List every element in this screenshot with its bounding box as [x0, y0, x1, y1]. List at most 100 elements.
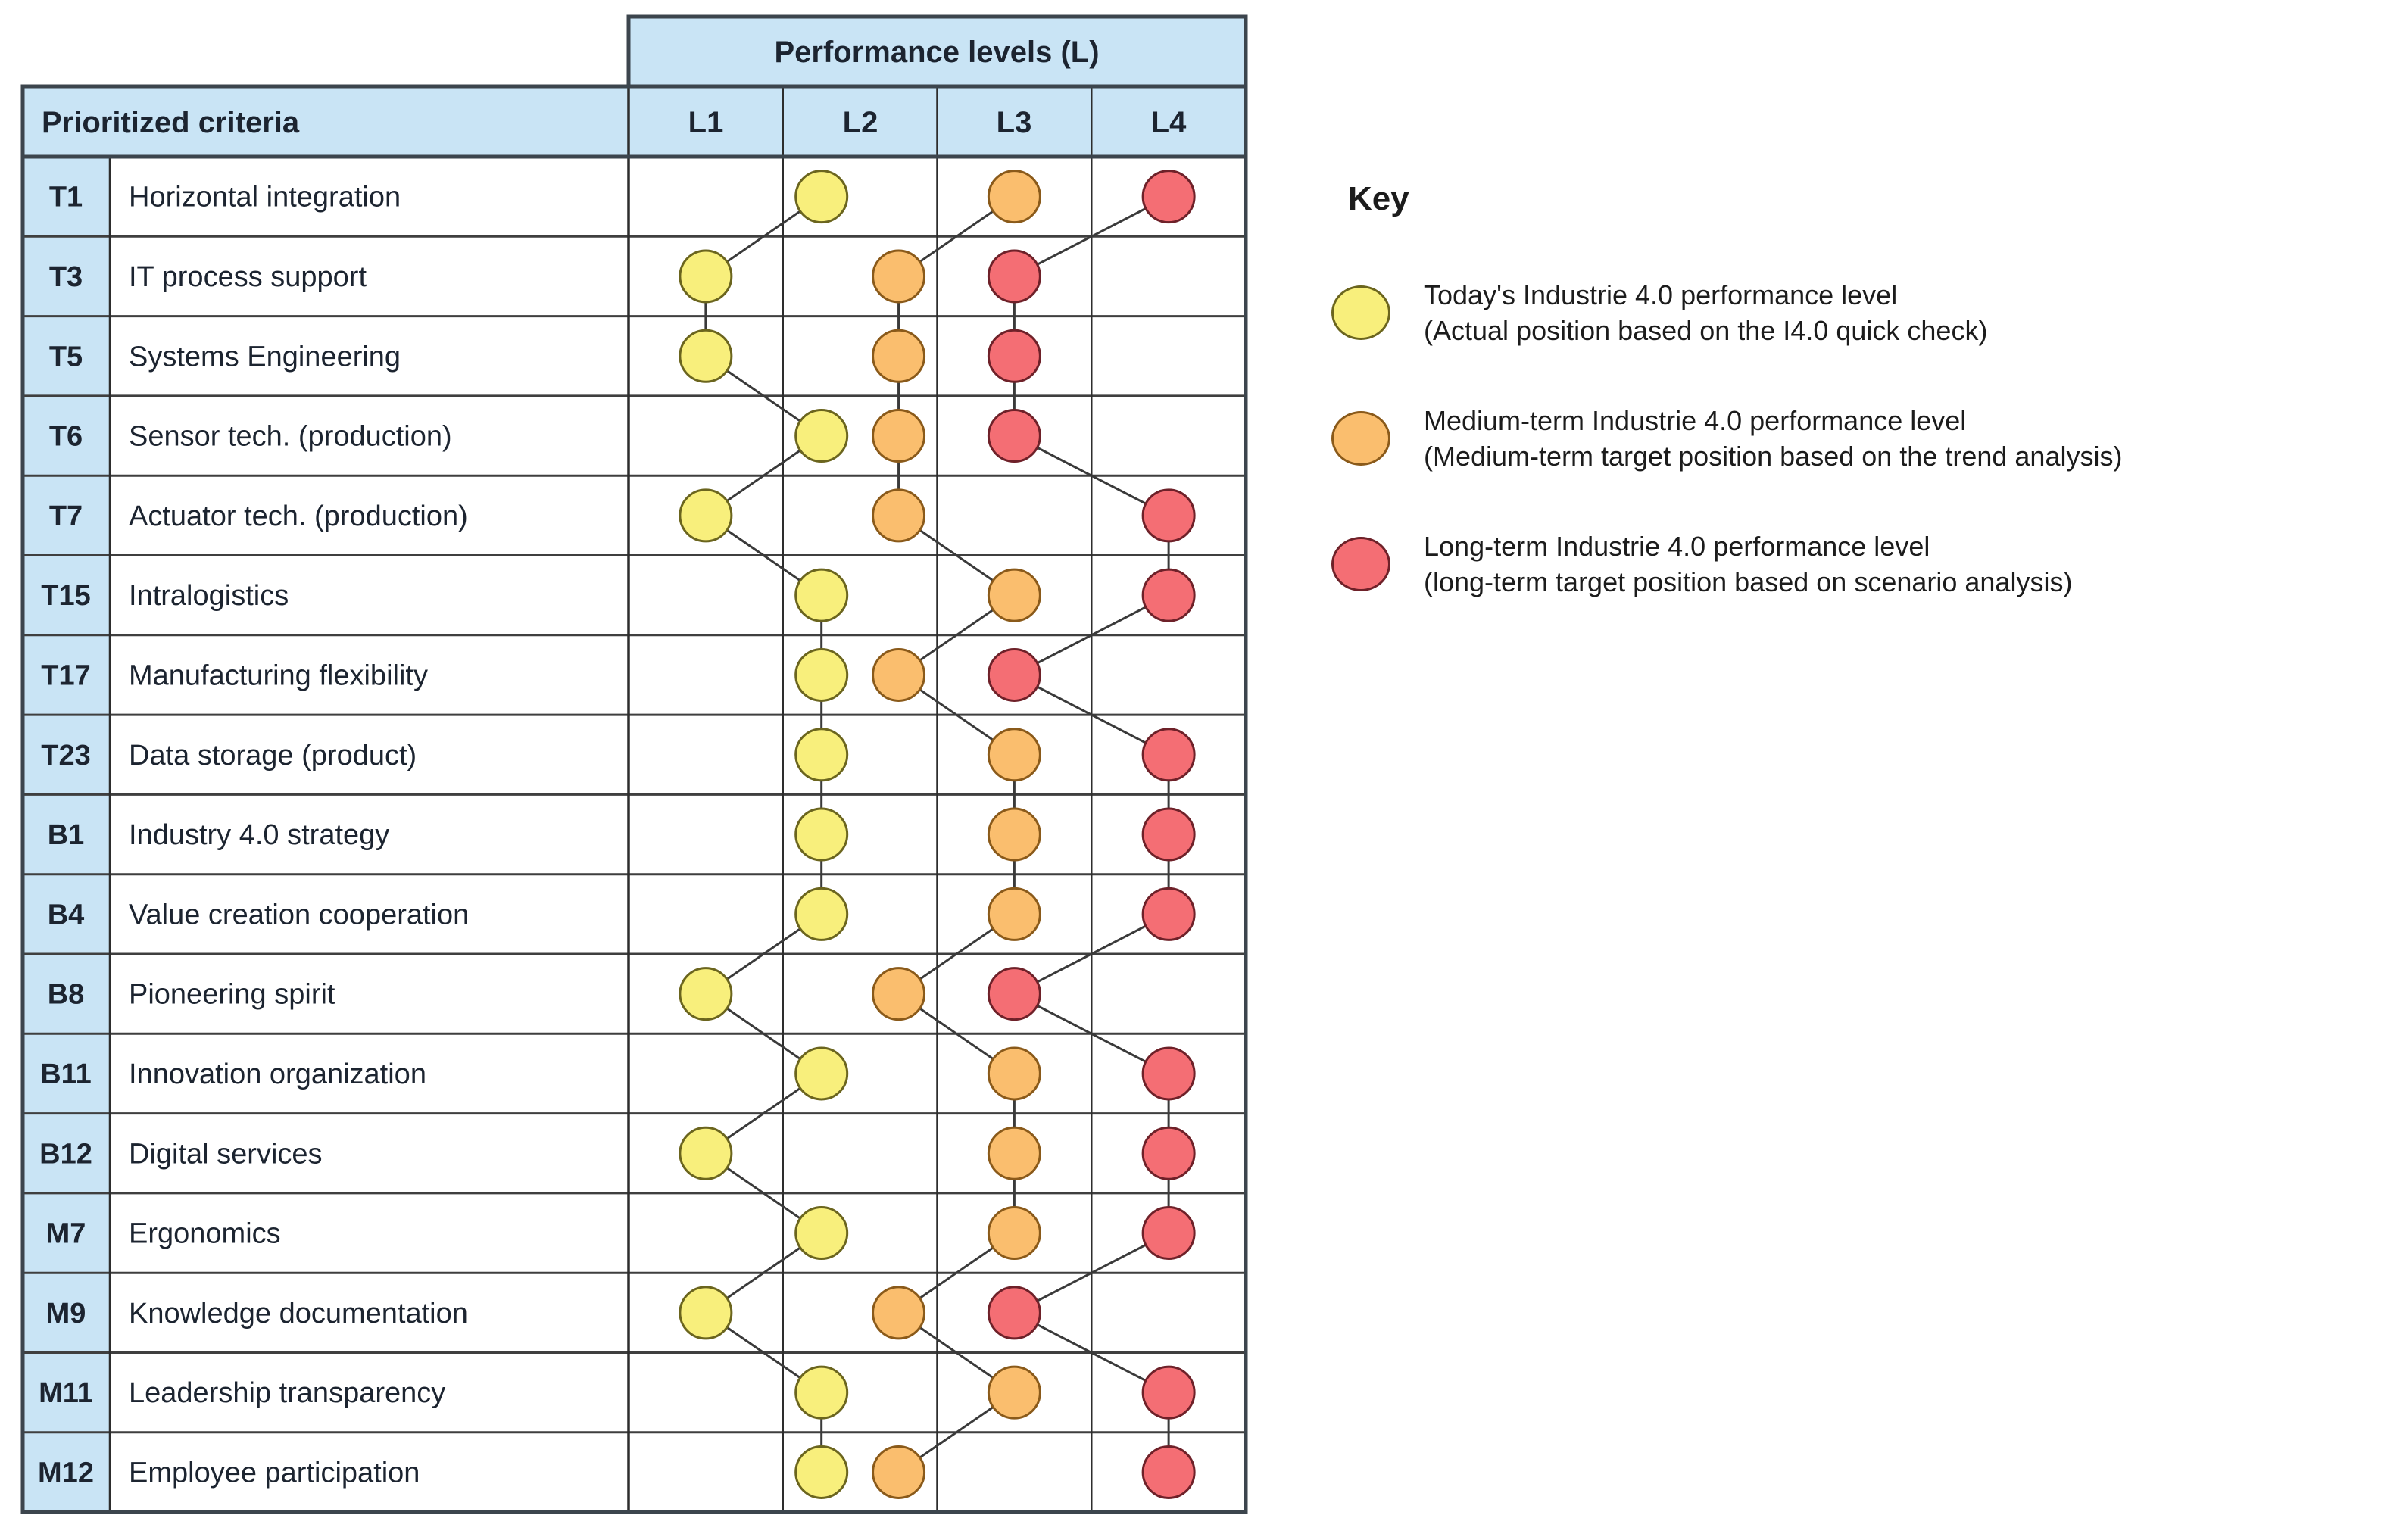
row-code: T1	[49, 182, 83, 214]
medium-term-dot	[872, 249, 926, 304]
row-labels: T1 Horizontal integration T3 IT process sup…	[38, 182, 469, 1489]
key-entry-text: Long-term Industrie 4.0 performance leve…	[1424, 528, 2072, 600]
key-entry-today: Today's Industrie 4.0 performance level …	[1331, 277, 2401, 348]
row-code: M12	[38, 1457, 94, 1489]
long-term-dot	[1141, 1126, 1196, 1180]
grid-lines	[23, 17, 1246, 1512]
performance-header-box	[629, 17, 1246, 86]
row-label: Manufacturing flexibility	[129, 659, 428, 691]
row-label: Intralogistics	[129, 580, 289, 612]
medium-term-dot	[987, 887, 1041, 941]
row-code: M7	[46, 1218, 86, 1250]
row-label: Employee participation	[129, 1457, 420, 1489]
today-dot	[794, 170, 849, 224]
medium-term-dot	[872, 967, 926, 1021]
medium-term-dot	[987, 728, 1041, 782]
long-term-dot	[1141, 728, 1196, 782]
today-dot	[794, 1046, 849, 1101]
today-dot	[679, 967, 733, 1021]
row-code: M9	[46, 1298, 86, 1330]
today-dot	[794, 887, 849, 941]
long-term-dot	[1141, 488, 1196, 543]
connector-line	[1013, 195, 1169, 278]
row-label: Systems Engineering	[129, 341, 401, 373]
row-label: Horizontal integration	[129, 182, 401, 214]
row-label: Value creation cooperation	[129, 899, 469, 931]
long-term-dot	[1141, 170, 1196, 224]
long-term-dot	[1141, 1445, 1196, 1499]
row-label: Industry 4.0 strategy	[129, 819, 389, 851]
key-entry-line1: Long-term Industrie 4.0 performance leve…	[1424, 531, 1930, 562]
row-code: B1	[48, 819, 85, 851]
long-term-dot	[1141, 887, 1196, 941]
key-entry-line2: (Actual position based on the I4.0 quick…	[1424, 315, 1988, 346]
medium-term-level-icon	[1331, 411, 1390, 466]
long-term-dot	[987, 409, 1041, 463]
medium-term-dot	[872, 329, 926, 383]
row-code: B11	[40, 1058, 92, 1090]
table-outer-frame	[20, 84, 1248, 1514]
today-dot	[679, 1126, 733, 1180]
long-term-dot	[1141, 807, 1196, 862]
today-dot	[794, 409, 849, 463]
today-dot	[679, 488, 733, 543]
key-entry-text: Today's Industrie 4.0 performance level …	[1424, 277, 1987, 348]
today-dot	[794, 1365, 849, 1420]
connector-line	[1013, 993, 1169, 1075]
medium-term-dot	[987, 1206, 1041, 1261]
key-entry-line2: (Medium-term target position based on th…	[1424, 441, 2123, 472]
key-entry-line2: (long-term target position based on scen…	[1424, 566, 2073, 597]
performance-dots	[679, 170, 1196, 1499]
level-header-l2: L2	[843, 106, 878, 139]
connector-line	[1013, 1311, 1169, 1394]
key-entry-line1: Medium-term Industrie 4.0 performance le…	[1424, 405, 1967, 436]
row-code: B8	[48, 979, 85, 1011]
connector-line	[1013, 913, 1169, 995]
row-code: T17	[41, 659, 90, 691]
long-term-dot	[1141, 568, 1196, 622]
today-dot	[679, 249, 733, 304]
key-entry-medium-term: Medium-term Industrie 4.0 performance le…	[1331, 403, 2401, 474]
today-level-icon	[1331, 285, 1390, 340]
medium-term-dot	[987, 568, 1041, 622]
key-entry-line1: Today's Industrie 4.0 performance level	[1424, 279, 1898, 310]
long-term-dot	[1141, 1046, 1196, 1101]
medium-term-dot	[872, 1445, 926, 1499]
today-dot	[794, 1206, 849, 1261]
medium-term-dot	[987, 807, 1041, 862]
connector-line	[1013, 674, 1169, 756]
row-code: T15	[41, 580, 90, 612]
key-entry-text: Medium-term Industrie 4.0 performance le…	[1424, 403, 2122, 474]
performance-header-label: Performance levels (L)	[774, 36, 1099, 69]
today-dot	[794, 807, 849, 862]
long-term-dot	[1141, 1365, 1196, 1420]
today-dot	[794, 647, 849, 702]
medium-term-dot	[872, 647, 926, 702]
row-code: B4	[48, 899, 85, 931]
long-term-dot	[987, 249, 1041, 304]
today-dot	[679, 1286, 733, 1340]
connector-line	[1013, 1232, 1169, 1314]
long-term-level-icon	[1331, 537, 1390, 591]
today-dot	[794, 568, 849, 622]
row-code: B12	[39, 1138, 92, 1170]
row-code: T5	[49, 341, 83, 373]
medium-term-dot	[987, 170, 1041, 224]
today-dot	[794, 728, 849, 782]
key-title: Key	[1348, 180, 1409, 217]
row-label: Actuator tech. (production)	[129, 500, 468, 532]
long-term-dot	[987, 329, 1041, 383]
row-label: Leadership transparency	[129, 1377, 445, 1409]
row-code: T23	[41, 740, 90, 772]
medium-term-dot	[987, 1046, 1041, 1101]
level-header-l1: L1	[688, 106, 724, 139]
long-term-dot	[987, 647, 1041, 702]
long-term-dot	[987, 967, 1041, 1021]
level-header-l3: L3	[997, 106, 1032, 139]
row-code: T6	[49, 421, 83, 453]
key: Key Today's Industrie 4.0 performance le…	[1331, 180, 2401, 654]
medium-term-dot	[987, 1126, 1041, 1180]
criteria-header-label: Prioritized criteria	[42, 106, 300, 139]
